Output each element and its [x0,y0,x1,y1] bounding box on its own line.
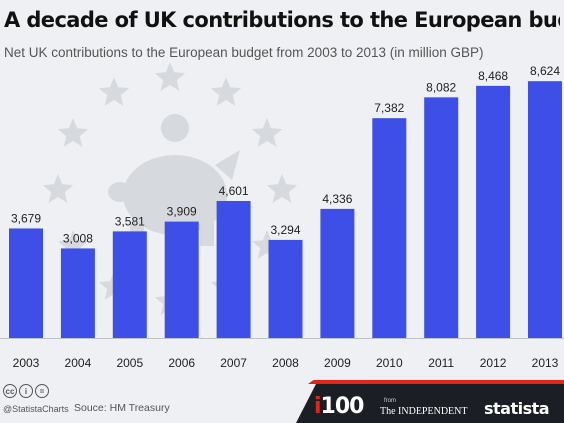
star-icon [98,77,130,106]
bar [528,81,562,338]
x-tick-label: 2011 [428,356,454,370]
star-icon [251,118,283,147]
x-tick-label: 2008 [272,356,299,370]
piggy-bank-snout [108,182,132,202]
star-icon [251,230,283,259]
value-label: 3,294 [270,223,300,237]
star-icon [57,230,89,259]
value-label: 8,468 [478,69,508,83]
bar [216,200,251,338]
x-tick-label: 2007 [220,356,247,370]
value-label: 8,082 [426,80,456,94]
background-decoration [42,62,298,315]
bar [164,221,199,338]
bar [476,85,511,339]
creative-commons-icon[interactable]: cc [3,384,17,398]
value-label: 3,909 [167,205,197,219]
x-tick-label: 2006 [168,356,195,370]
brand-bar-background [296,384,564,423]
value-label: 4,336 [322,192,352,206]
value-label: 8,624 [530,64,560,78]
piggy-bank-icon [108,114,240,246]
x-tick-labels: 2003 2004 2005 2006 2007 2008 2009 2010 2011 2012… [13,356,559,370]
x-tick-label: 2012 [480,356,507,370]
license-icons: cc i = [3,384,49,398]
chart-subtitle: Net UK contributions to the European bud… [4,45,484,60]
piggy-bank-body [123,155,227,235]
x-tick-label: 2003 [13,356,40,370]
star-icon [210,77,242,106]
value-labels: 3,679 3,008 3,581 3,909 4,601 3,294 4,336 7,382… [11,64,560,245]
x-tick-label: 2013 [532,356,559,370]
source-note: Souce: HM Treasury [74,402,170,414]
statista-handle[interactable]: @StatistaCharts [3,404,69,414]
piggy-bank-ear [215,150,240,180]
value-label: 3,008 [63,231,93,245]
statista-logo[interactable]: statista [484,399,550,418]
bar [320,208,355,338]
star-icon [154,62,186,91]
x-tick-label: 2009 [324,356,351,370]
bar [60,248,95,338]
value-label: 4,601 [219,184,249,198]
value-label: 7,382 [374,101,404,115]
chart-title: A decade of UK contributions to the Euro… [4,8,560,32]
brand-bar [296,380,564,423]
bar-chart: 3,679 3,008 3,581 3,909 4,601 3,294 4,336 7,382… [0,62,564,370]
bar [9,228,43,338]
i100-logo[interactable]: i100 [314,394,364,419]
x-tick-label: 2010 [376,356,403,370]
brand-bar-accent [308,380,564,384]
bar [372,118,407,338]
footer: cc i = @StatistaCharts Souce: HM Treasur… [0,380,564,423]
attribution-icon[interactable]: i [19,384,33,398]
x-tick-label: 2004 [65,356,92,370]
brand-from-label: from [384,398,396,404]
bar [424,97,459,338]
bar [112,231,147,338]
x-tick-label: 2005 [116,356,143,370]
value-label: 3,679 [11,211,41,225]
independent-logo[interactable]: The INDEPENDENT [380,406,468,417]
value-label: 3,581 [115,214,145,228]
piggy-bank-coin [161,114,189,142]
star-icon [57,118,89,147]
piggy-bank-leg [200,222,214,246]
bar [268,239,303,338]
star-icon [266,174,298,203]
no-derivatives-icon[interactable]: = [35,384,49,398]
bars [9,81,562,339]
star-icon [42,174,74,203]
